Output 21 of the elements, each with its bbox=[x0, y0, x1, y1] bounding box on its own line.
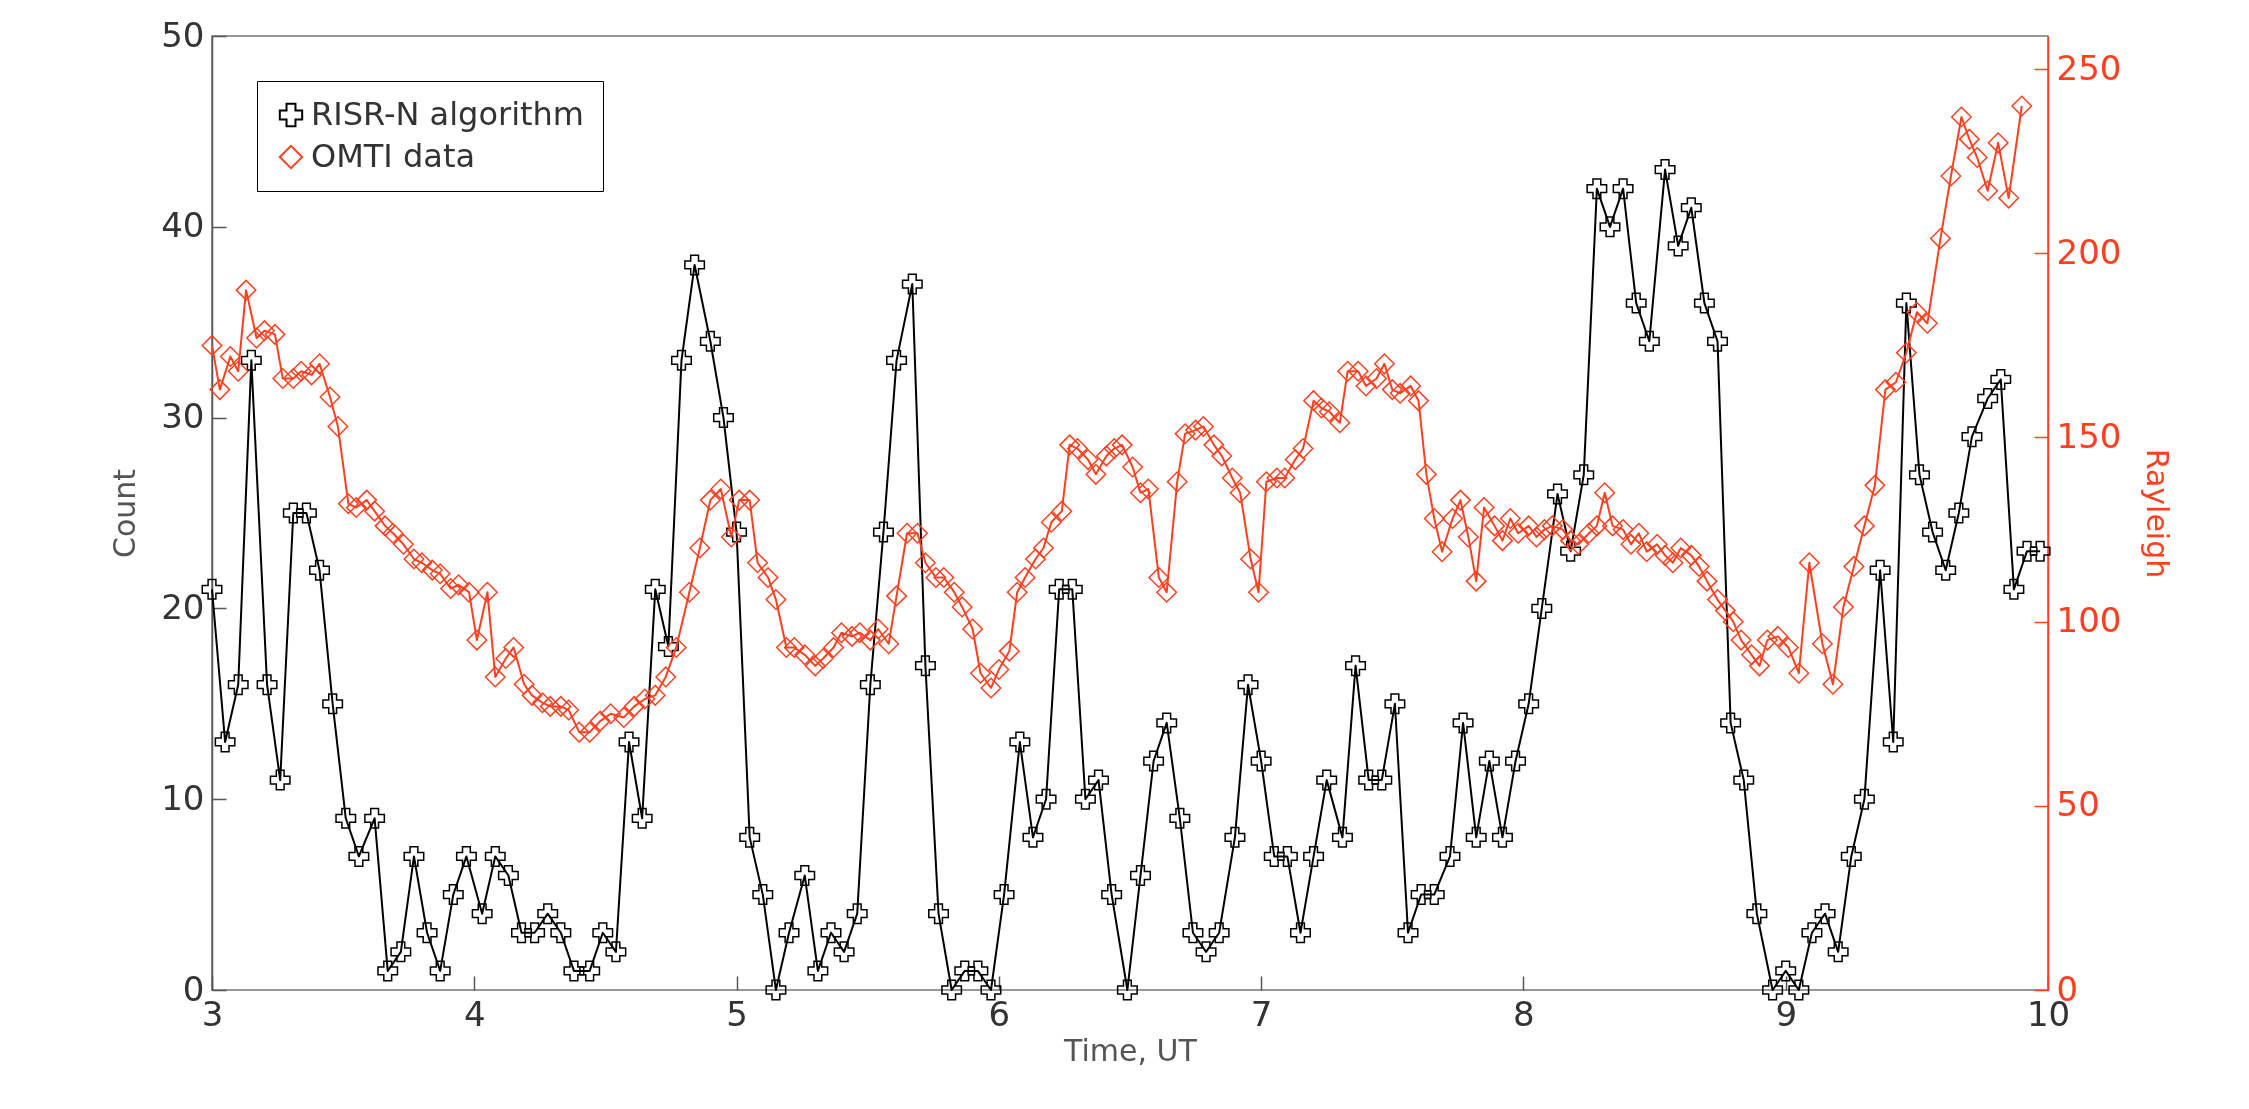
x-tick-label: 5 bbox=[726, 993, 748, 1034]
y2-tick-label: 200 bbox=[2056, 231, 2122, 272]
x-tick-label: 8 bbox=[1513, 993, 1535, 1034]
y2-axis-title: Rayleigh bbox=[2140, 448, 2176, 579]
y2-tick-label: 50 bbox=[2056, 784, 2100, 825]
x-tick-label: 7 bbox=[1250, 993, 1273, 1034]
y-tick-label: 30 bbox=[161, 396, 205, 437]
x-axis-title: Time, UT bbox=[1063, 1032, 1198, 1068]
x-tick-label: 6 bbox=[988, 993, 1011, 1034]
y-axis-title: Count bbox=[107, 468, 143, 559]
x-tick-label: 9 bbox=[1775, 993, 1798, 1034]
y-tick-label: 10 bbox=[161, 777, 205, 818]
y2-tick-label: 250 bbox=[2056, 47, 2122, 88]
x-tick-label: 4 bbox=[463, 993, 486, 1034]
y-tick-label: 50 bbox=[161, 14, 205, 55]
legend-label: RISR-N algorithm bbox=[311, 95, 585, 133]
legend-label: OMTI data bbox=[311, 137, 476, 175]
y2-tick-label: 100 bbox=[2056, 600, 2122, 641]
y-tick-label: 40 bbox=[161, 205, 205, 246]
y-tick-label: 20 bbox=[161, 586, 205, 627]
y2-tick-label: 150 bbox=[2056, 415, 2122, 456]
